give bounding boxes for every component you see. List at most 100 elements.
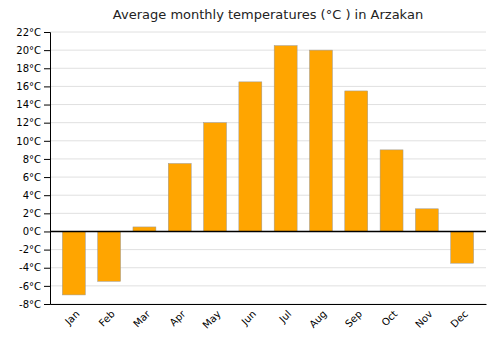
x-tick: May bbox=[200, 308, 222, 330]
x-tick: Jul bbox=[276, 308, 293, 325]
plot: -8°C -6°C -4°C -2°C 0°C 2°C 4°C 6°C 8°C 10°C 12°C 1… bbox=[16, 27, 486, 331]
y-tick-mark bbox=[44, 304, 50, 305]
x-tick: Oct bbox=[379, 308, 399, 328]
y-tick: 0°C bbox=[23, 226, 50, 237]
y-tick: -8°C bbox=[19, 299, 50, 310]
grid-line bbox=[50, 104, 486, 105]
y-tick: 4°C bbox=[23, 190, 50, 201]
y-tick: 12°C bbox=[16, 117, 50, 128]
bar bbox=[451, 231, 474, 263]
x-tick: Sep bbox=[343, 308, 364, 329]
y-tick-mark bbox=[44, 105, 50, 106]
y-tick-label: 12°C bbox=[16, 117, 41, 128]
y-tick-label: 0°C bbox=[23, 226, 41, 237]
y-tick-label: 18°C bbox=[16, 63, 41, 74]
bar bbox=[309, 50, 332, 231]
y-tick-mark bbox=[44, 86, 50, 87]
x-tick-label: Jul bbox=[276, 308, 293, 325]
y-tick-mark bbox=[44, 177, 50, 178]
bar bbox=[239, 82, 262, 232]
y-tick-mark bbox=[44, 159, 50, 160]
x-tick-label: May bbox=[200, 308, 222, 330]
x-tick-label: Jun bbox=[239, 308, 259, 328]
y-tick: 20°C bbox=[16, 45, 50, 56]
x-tick: Jan bbox=[62, 308, 81, 327]
x-tick: Dec bbox=[448, 308, 469, 329]
x-tick-label: Aug bbox=[307, 308, 329, 330]
x-axis-line bbox=[51, 304, 487, 305]
y-tick: 16°C bbox=[16, 81, 50, 92]
grid-line bbox=[50, 122, 486, 123]
x-tick: Jun bbox=[239, 308, 259, 328]
grid-line bbox=[50, 32, 486, 33]
y-tick: 14°C bbox=[16, 99, 50, 110]
x-tick-label: Oct bbox=[379, 308, 399, 328]
x-tick-label: Sep bbox=[343, 308, 364, 329]
x-tick: Mar bbox=[131, 308, 153, 330]
y-tick-label: -8°C bbox=[19, 299, 41, 310]
y-tick-mark bbox=[44, 250, 50, 251]
y-tick-label: -2°C bbox=[19, 244, 41, 255]
y-tick-mark bbox=[44, 123, 50, 124]
y-tick: -2°C bbox=[19, 244, 50, 255]
y-tick-mark bbox=[44, 32, 50, 33]
bar bbox=[345, 91, 368, 232]
x-tick-label: Jan bbox=[62, 308, 81, 327]
y-tick-mark bbox=[44, 50, 50, 51]
y-tick: 18°C bbox=[16, 63, 50, 74]
grid-line bbox=[50, 195, 486, 196]
y-tick: 22°C bbox=[16, 27, 50, 38]
bar bbox=[204, 123, 227, 232]
grid-line bbox=[50, 140, 486, 141]
y-tick-label: 10°C bbox=[16, 136, 41, 147]
y-tick-label: 16°C bbox=[16, 81, 41, 92]
y-tick-label: 6°C bbox=[23, 172, 41, 183]
y-tick-label: -4°C bbox=[19, 262, 41, 273]
x-tick: Aug bbox=[307, 308, 329, 330]
zero-line bbox=[50, 231, 486, 233]
chart: Average monthly temperatures (°C ) in Ar… bbox=[0, 0, 500, 350]
bar bbox=[98, 231, 121, 281]
grid-line bbox=[50, 231, 486, 232]
y-tick-label: 4°C bbox=[23, 190, 41, 201]
x-tick: Feb bbox=[97, 308, 117, 328]
x-tick: Apr bbox=[167, 308, 188, 329]
y-tick-mark bbox=[44, 231, 50, 232]
y-tick-label: 8°C bbox=[23, 154, 41, 165]
y-tick-label: -6°C bbox=[19, 281, 41, 292]
bars bbox=[62, 46, 473, 295]
bar bbox=[415, 209, 438, 232]
bar bbox=[168, 163, 191, 231]
title: Average monthly temperatures (°C ) in Ar… bbox=[113, 7, 423, 22]
grid-line bbox=[50, 285, 486, 286]
y-axis: -8°C -6°C -4°C -2°C 0°C 2°C 4°C 6°C 8°C 10°C 12°C 1… bbox=[16, 27, 50, 310]
y-axis-line bbox=[44, 33, 51, 305]
y-tick-mark bbox=[44, 268, 50, 269]
y-tick-label: 2°C bbox=[23, 208, 41, 219]
y-tick-mark bbox=[44, 141, 50, 142]
y-tick: 6°C bbox=[23, 172, 50, 183]
bar bbox=[274, 46, 297, 232]
x-tick: Nov bbox=[413, 308, 435, 330]
x-axis: Jan Feb Mar Apr May Jun Jul Aug Sep Oct Nov Dec bbox=[51, 305, 487, 331]
y-tick: 2°C bbox=[23, 208, 50, 219]
y-tick-mark bbox=[44, 68, 50, 69]
x-tick-label: Dec bbox=[448, 308, 469, 329]
grid-line bbox=[50, 304, 486, 305]
grid-line bbox=[50, 86, 486, 87]
y-tick-mark bbox=[44, 195, 50, 196]
grid-line bbox=[50, 68, 486, 69]
y-tick: 10°C bbox=[16, 136, 50, 147]
y-tick: -6°C bbox=[19, 281, 50, 292]
x-tick-label: Mar bbox=[131, 308, 153, 330]
grid-line bbox=[50, 177, 486, 178]
y-tick-mark bbox=[44, 213, 50, 214]
y-tick-label: 14°C bbox=[16, 99, 41, 110]
y-tick: -4°C bbox=[19, 262, 50, 273]
bar bbox=[380, 150, 403, 232]
grid-line bbox=[50, 158, 486, 159]
x-tick-label: Feb bbox=[97, 308, 117, 328]
bar bbox=[62, 231, 85, 294]
y-tick-label: 22°C bbox=[16, 27, 41, 38]
y-tick-mark bbox=[44, 286, 50, 287]
